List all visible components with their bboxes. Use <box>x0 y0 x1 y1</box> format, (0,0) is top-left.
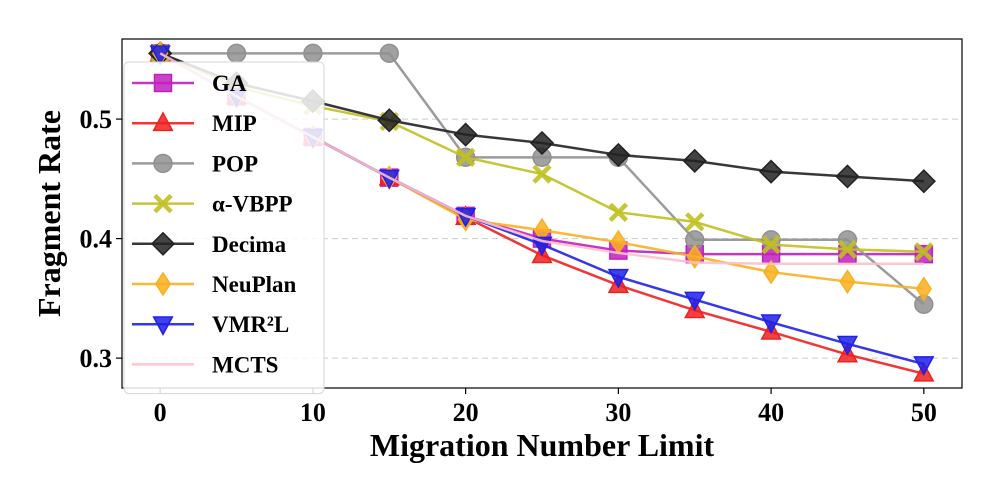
legend-swatch-marker <box>153 73 173 93</box>
data-point <box>608 202 629 222</box>
x-tick-label: 40 <box>758 398 784 427</box>
legend-box <box>123 61 325 395</box>
data-point <box>913 356 935 376</box>
data-point <box>377 108 402 133</box>
data-point <box>837 239 858 260</box>
legend-swatch-marker <box>154 271 172 297</box>
x-tick-label: 30 <box>605 398 631 427</box>
y-tick-label: 0.4 <box>80 225 113 254</box>
y-tick-label: 0.5 <box>80 105 113 134</box>
data-point <box>839 269 856 295</box>
legend-swatch-marker <box>152 111 174 132</box>
legend-entry: MCTS <box>132 352 278 377</box>
series-lines <box>148 40 936 382</box>
legend-label: NeuPlan <box>212 272 297 297</box>
y-axis-title: Fragment Rate <box>31 110 67 317</box>
legend-swatch-marker <box>150 231 176 256</box>
data-point <box>760 314 782 335</box>
data-point <box>455 147 476 167</box>
data-point <box>911 169 936 194</box>
legend-label: Decima <box>212 232 287 257</box>
data-point <box>685 212 705 232</box>
legend-swatch-marker <box>153 153 173 174</box>
x-axis-title: Migration Number Limit <box>370 427 715 463</box>
legend-entry: VMR²L <box>132 312 289 337</box>
data-point <box>453 122 478 147</box>
data-point <box>303 43 323 64</box>
data-point <box>761 234 781 255</box>
y-tick-label: 0.3 <box>80 344 113 373</box>
data-point <box>682 148 707 174</box>
data-point <box>532 164 552 184</box>
legend-entry: MIP <box>132 111 257 136</box>
data-point <box>607 268 629 289</box>
data-point <box>836 335 859 356</box>
data-point <box>529 130 555 156</box>
legend-label: GA <box>212 71 247 96</box>
x-tick-label: 10 <box>300 398 326 427</box>
data-point <box>606 142 631 168</box>
legend-label: MCTS <box>212 352 278 377</box>
x-tick-label: 20 <box>453 398 479 427</box>
y-axis-ticks: 0.3 0.4 0.5 <box>80 105 122 373</box>
legend-label: MIP <box>212 111 257 136</box>
legend-entry: GA <box>132 71 247 96</box>
x-tick-label: 0 <box>154 398 167 427</box>
legend-entry: POP <box>132 151 258 176</box>
x-axis-ticks: 0 10 20 30 40 50 <box>154 388 937 427</box>
data-point <box>914 242 934 262</box>
legend-entry: NeuPlan <box>132 271 297 297</box>
data-point <box>835 164 860 189</box>
data-point <box>758 159 784 184</box>
plot-area-frame <box>121 38 963 389</box>
legend-entry: Decima <box>132 231 287 257</box>
legend-entry: α-VBPP <box>132 192 293 217</box>
legend-swatch-marker <box>152 316 174 336</box>
legend-swatch-marker <box>153 193 173 214</box>
legend-label: α-VBPP <box>212 192 293 217</box>
data-point <box>915 276 932 302</box>
data-point <box>226 43 247 64</box>
data-point <box>379 43 399 64</box>
data-point <box>762 259 780 285</box>
x-tick-label: 50 <box>911 398 937 427</box>
legend-label: POP <box>212 151 258 176</box>
legend: GA MIP POP α-VBPP Decima NeuPlan VMR²L MCTS <box>123 61 325 395</box>
data-point <box>684 291 706 312</box>
legend-label: VMR²L <box>212 312 289 337</box>
